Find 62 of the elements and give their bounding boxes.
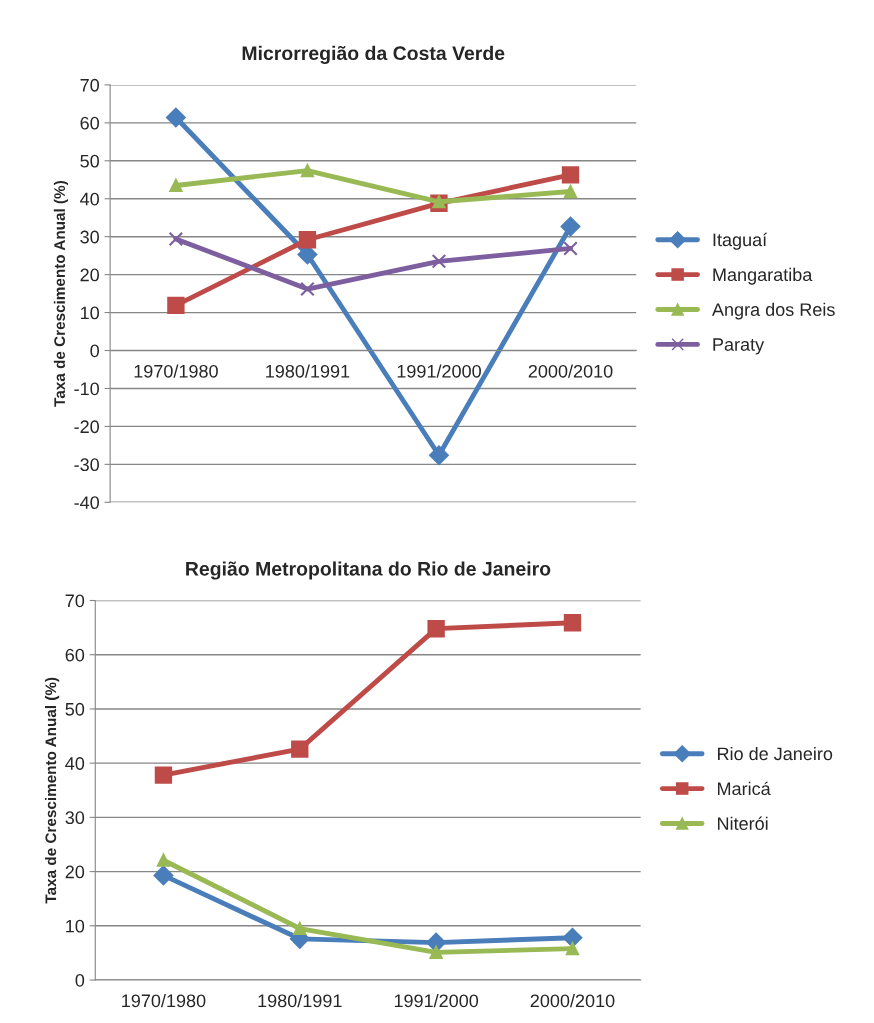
- legend-label: Paraty: [713, 338, 765, 355]
- x-tick-label: 2000/2010: [528, 364, 613, 378]
- y-tick-label: -20: [74, 420, 99, 434]
- x-tick-label: 1970/1980: [122, 993, 206, 1008]
- y-tick-label: -10: [74, 382, 99, 396]
- x-tick-label: 1980/1991: [266, 364, 350, 378]
- point: [298, 231, 317, 249]
- x-tick-label: 1980/1991: [258, 993, 342, 1008]
- y-tick-label: 60: [80, 116, 99, 130]
- legend-label: Itaguaí: [713, 232, 768, 250]
- point: [300, 281, 315, 297]
- point: [168, 231, 184, 247]
- point: [166, 107, 186, 128]
- y-tick-label: -30: [74, 458, 99, 472]
- y-axis-title: Taxa de Crescimento Anual (%): [53, 181, 69, 407]
- point: [293, 921, 307, 936]
- y-tick-label: 20: [80, 268, 99, 282]
- point: [169, 178, 183, 193]
- point: [561, 166, 580, 184]
- y-tick-label: 60: [65, 648, 85, 662]
- legend-label: Mangaratiba: [713, 267, 813, 285]
- y-tick-label: 0: [75, 973, 85, 987]
- y-tick-label: 40: [80, 192, 99, 206]
- point: [565, 941, 580, 956]
- point: [429, 945, 443, 959]
- y-tick-label: -40: [74, 496, 99, 510]
- y-tick-label: 30: [65, 811, 85, 825]
- x-tick-label: 1991/2000: [394, 993, 479, 1008]
- point: [563, 614, 582, 632]
- chart-title: Microrregião da Costa Verde: [242, 45, 505, 65]
- y-tick-label: 30: [80, 230, 99, 244]
- y-axis-title: Taxa de Crescimento Anual (%): [44, 677, 60, 904]
- point: [563, 184, 578, 199]
- point: [562, 927, 583, 948]
- y-tick-label: 40: [65, 757, 85, 770]
- legend-label: Maricá: [717, 781, 771, 796]
- point: [167, 296, 185, 315]
- point: [156, 853, 171, 867]
- point: [560, 216, 581, 237]
- point: [427, 620, 445, 638]
- x-tick-label: 1991/2000: [397, 364, 481, 378]
- legend-label: Angra dos Reis: [711, 302, 835, 320]
- legend-label: Niterói: [717, 816, 768, 830]
- y-tick-label: 10: [66, 919, 85, 933]
- y-tick-label: 20: [65, 865, 85, 879]
- y-tick-label: 0: [90, 344, 99, 358]
- point: [291, 740, 309, 758]
- point: [563, 241, 578, 256]
- chart-title: Região Metropolitana do Rio de Janeiro: [186, 561, 551, 580]
- legend-label: Rio de Janeiro: [717, 746, 833, 761]
- x-tick-label: 1970/1980: [134, 364, 218, 378]
- y-tick-label: 70: [80, 78, 99, 92]
- y-tick-label: 50: [80, 154, 99, 168]
- point: [154, 766, 173, 784]
- point: [429, 445, 449, 466]
- point: [300, 164, 315, 178]
- y-tick-label: 70: [65, 594, 85, 608]
- point: [153, 865, 174, 886]
- y-tick-label: 10: [81, 306, 99, 320]
- x-tick-label: 2000/2010: [530, 993, 615, 1008]
- y-tick-label: 50: [65, 702, 85, 716]
- point: [431, 254, 447, 269]
